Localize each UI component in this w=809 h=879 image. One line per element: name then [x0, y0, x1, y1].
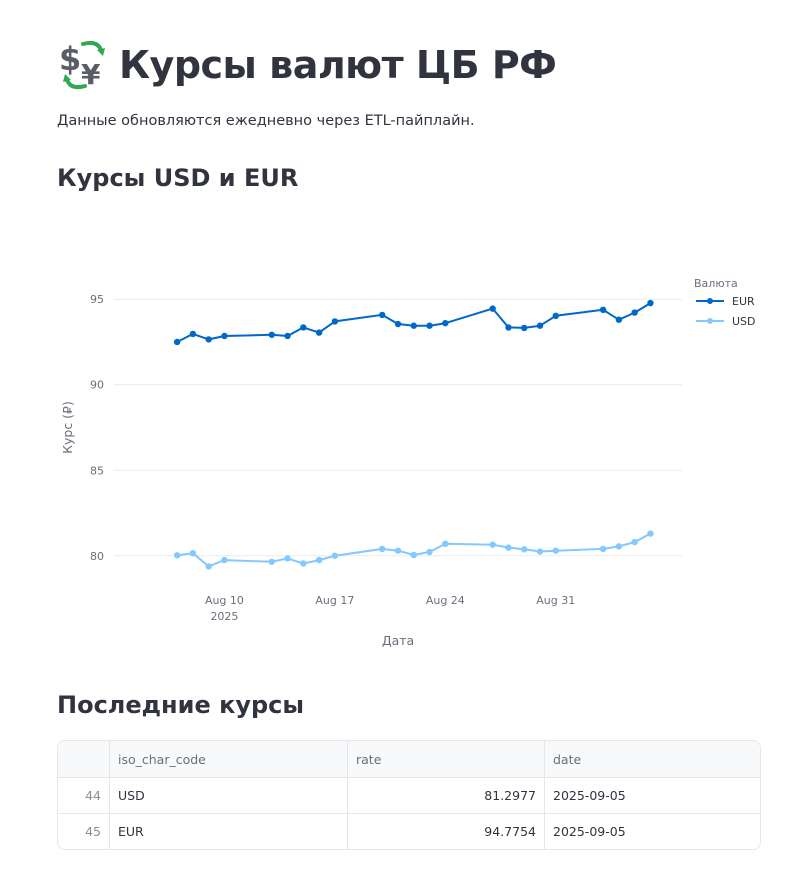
legend-marker-eur [707, 298, 713, 304]
data-point-usd [268, 558, 275, 565]
data-point-eur [315, 329, 323, 336]
data-point-eur [647, 299, 654, 307]
latest-rates-table[interactable]: iso_char_code rate date 44 USD 81.2977 2… [57, 740, 761, 850]
data-point-usd [284, 555, 291, 562]
svg-text:¥: ¥ [81, 58, 101, 91]
data-point-eur [410, 322, 417, 329]
y-tick-label: 90 [90, 379, 104, 392]
svg-text:$: $ [59, 40, 81, 78]
page-subtitle: Данные обновляются ежедневно через ETL-п… [57, 113, 475, 129]
data-point-eur [552, 312, 559, 320]
legend-marker-usd [707, 318, 713, 324]
table-header-row: iso_char_code rate date [58, 741, 760, 777]
legend-label-usd: USD [732, 315, 756, 328]
data-point-eur [205, 336, 212, 343]
legend-title: Валюта [694, 277, 738, 290]
data-point-eur [442, 319, 449, 327]
x-tick-label: Aug 17 [315, 594, 354, 607]
cell-iso-char-code[interactable]: USD [109, 778, 347, 813]
currency-exchange-icon: $ ¥ [59, 40, 105, 91]
row-index: 44 [85, 788, 101, 803]
data-point-eur [521, 324, 528, 332]
cell-rate[interactable]: 94.7754 [347, 814, 544, 849]
y-tick-label: 95 [90, 293, 104, 306]
data-point-eur [189, 330, 197, 338]
table-heading: Последние курсы [57, 691, 305, 719]
page-title-text: Курсы валют ЦБ РФ [119, 43, 557, 87]
data-point-usd [221, 556, 228, 564]
data-point-eur [394, 320, 402, 328]
data-point-usd [442, 540, 449, 548]
x-tick-label: Aug 24 [426, 594, 465, 607]
data-point-eur [221, 332, 228, 340]
data-point-eur [615, 316, 623, 323]
column-header-date[interactable]: date [544, 741, 760, 777]
data-point-usd [426, 548, 433, 556]
data-point-eur [268, 331, 275, 338]
data-point-eur [631, 309, 638, 316]
data-point-usd [631, 538, 638, 546]
data-point-eur [284, 332, 291, 340]
rates-line-chart[interactable]: 95 90 85 80 Aug 10 2025 Aug 17 Aug 24 Aug 31 Дата… [57, 265, 767, 655]
data-point-eur [599, 306, 607, 314]
y-tick-label: 80 [90, 550, 104, 563]
data-point-usd [410, 551, 417, 559]
chart-heading: Курсы USD и EUR [57, 164, 299, 192]
row-index: 45 [85, 824, 101, 839]
table-row[interactable]: 44 USD 81.2977 2025-09-05 [58, 777, 760, 813]
column-header-index[interactable] [58, 741, 109, 777]
cell-rate[interactable]: 81.2977 [347, 778, 544, 813]
data-point-usd [300, 560, 307, 567]
x-tick-sublabel: 2025 [210, 610, 238, 623]
x-axis-title: Дата [382, 633, 414, 648]
data-point-usd [379, 545, 386, 553]
x-tick-label: Aug 10 [205, 594, 244, 607]
data-point-usd [615, 543, 623, 550]
data-point-eur [379, 311, 386, 319]
data-point-usd [647, 530, 654, 537]
data-point-usd [489, 541, 496, 548]
data-point-usd [552, 547, 559, 554]
data-point-usd [536, 548, 544, 555]
data-point-usd [394, 547, 402, 554]
data-point-eur [505, 324, 512, 331]
page-title: $ ¥ Курсы валют ЦБ РФ [57, 38, 557, 92]
legend-label-eur: EUR [732, 295, 755, 308]
cell-iso-char-code[interactable]: EUR [109, 814, 347, 849]
data-point-eur [489, 305, 496, 312]
data-point-usd [521, 546, 528, 553]
data-point-usd [189, 550, 197, 557]
cell-date[interactable]: 2025-09-05 [544, 814, 760, 849]
data-point-eur [536, 322, 544, 329]
data-point-eur [300, 324, 307, 331]
cell-date[interactable]: 2025-09-05 [544, 778, 760, 813]
data-point-usd [331, 552, 339, 559]
x-tick-label: Aug 31 [536, 594, 575, 607]
data-point-usd [205, 563, 212, 570]
data-point-usd [505, 544, 512, 551]
y-axis-title: Курс (₽) [60, 401, 75, 454]
y-tick-label: 85 [90, 464, 104, 477]
series-line-usd [176, 532, 651, 568]
data-point-usd [173, 552, 181, 559]
data-point-eur [173, 338, 181, 346]
column-header-rate[interactable]: rate [347, 741, 544, 777]
data-point-usd [315, 556, 323, 564]
data-point-eur [426, 322, 433, 329]
column-header-iso-char-code[interactable]: iso_char_code [109, 741, 347, 777]
data-point-eur [331, 318, 339, 325]
data-point-usd [599, 545, 607, 553]
table-row[interactable]: 45 EUR 94.7754 2025-09-05 [58, 813, 760, 849]
